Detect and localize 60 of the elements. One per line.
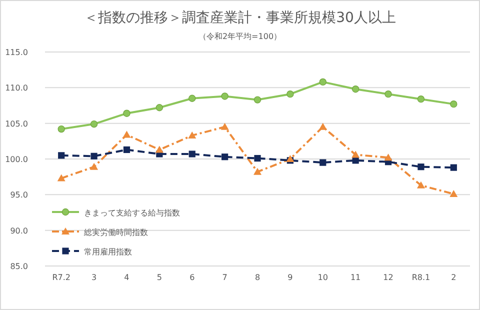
point [286, 90, 294, 98]
point [188, 94, 196, 102]
point [58, 152, 65, 159]
y-tick-label: 110.0 [5, 84, 28, 93]
y-tick-label: 85.0 [10, 262, 28, 271]
x-tick-label: 4 [124, 273, 130, 282]
point [450, 164, 457, 171]
x-tick-label: 10 [318, 273, 328, 282]
point [450, 100, 458, 108]
point [123, 110, 130, 117]
point [155, 146, 164, 153]
point [123, 146, 130, 154]
x-tick-label: 8 [254, 273, 260, 282]
point [57, 174, 66, 182]
point [416, 181, 425, 188]
point [418, 164, 424, 170]
y-tick-label: 100.0 [5, 155, 28, 164]
point [319, 78, 326, 86]
point [254, 168, 262, 175]
legend-label: 常用雇用指数 [84, 248, 132, 256]
y-tick-label: 95.0 [10, 190, 28, 200]
x-tick-label: R7.2 [52, 273, 70, 282]
x-tick-label: 2 [451, 273, 456, 282]
point [220, 122, 229, 130]
y-tick-label: 105.0 [5, 119, 28, 128]
x-tick-label: 7 [222, 273, 228, 282]
point [222, 154, 228, 160]
point [188, 150, 196, 158]
legend-label: 総実労働時間指数 [83, 228, 148, 237]
point [122, 130, 131, 138]
point [188, 131, 196, 138]
point [318, 122, 327, 130]
point [417, 95, 425, 103]
point [221, 92, 228, 100]
point [90, 152, 98, 160]
point [450, 190, 458, 197]
x-tick-label: 12 [383, 273, 394, 282]
point [352, 157, 359, 164]
y-tick-label: 90.0 [10, 226, 28, 236]
x-tick-label: 9 [288, 273, 293, 282]
point [90, 120, 98, 128]
x-tick-label: 5 [156, 273, 162, 282]
point [384, 154, 392, 161]
point [156, 104, 164, 112]
chart-title: ＜指数の推移＞調査産業計・事業所規模30人以上 [84, 10, 396, 26]
point [254, 96, 262, 104]
x-tick-label: 3 [91, 273, 97, 282]
chart-subtitle: （令和2年平均=100） [198, 32, 282, 41]
x-tick-label: R8.1 [412, 273, 430, 282]
point [320, 159, 326, 166]
x-tick-label: 6 [190, 273, 195, 282]
legend-label: きまって支給する給与指数 [84, 208, 180, 218]
point [254, 154, 261, 162]
point [58, 125, 65, 133]
y-tick-label: 115.0 [5, 48, 28, 57]
x-tick-label: 11 [350, 273, 361, 282]
point [90, 162, 98, 170]
point [384, 90, 392, 98]
point [352, 150, 360, 158]
point [352, 85, 360, 93]
